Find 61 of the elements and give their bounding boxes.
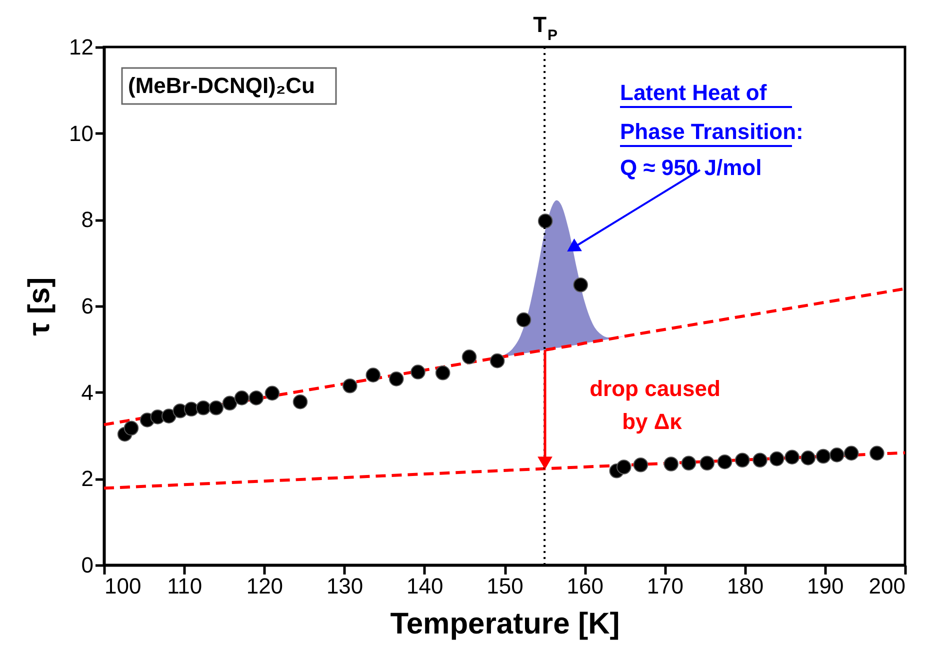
- x-tick-label: 120: [246, 574, 284, 598]
- point: [342, 378, 358, 394]
- x-tick-label: 130: [326, 574, 364, 598]
- y-tick-label: 12: [69, 34, 94, 60]
- y-tick-label: 6: [81, 294, 94, 318]
- point: [816, 448, 831, 464]
- y-tick-label: 0: [81, 552, 94, 578]
- annotation: Q ≈ 950 J/mol: [620, 155, 762, 180]
- point: [184, 402, 199, 417]
- point: [800, 450, 816, 466]
- annotation: drop caused: [590, 376, 720, 401]
- point: [264, 386, 280, 401]
- point: [161, 408, 176, 424]
- x-tick-label: 180: [726, 574, 764, 598]
- point: [870, 446, 884, 461]
- annotation: Latent Heat of: [620, 80, 768, 105]
- x-tick-label: 150: [486, 574, 524, 598]
- y-tick-label: 8: [81, 207, 94, 232]
- point: [573, 277, 588, 292]
- point: [490, 353, 505, 368]
- y-tick-label: 4: [81, 380, 94, 405]
- point: [366, 368, 381, 382]
- point: [717, 454, 732, 470]
- point: [616, 460, 632, 474]
- point: [222, 396, 238, 411]
- point: [735, 452, 750, 468]
- point: [292, 394, 308, 410]
- point: [196, 400, 211, 416]
- y-tick-label: 10: [69, 120, 94, 146]
- point: [410, 364, 426, 380]
- point: [435, 366, 450, 380]
- x-tick-label: 140: [406, 574, 444, 598]
- point: [633, 457, 648, 472]
- y-tick-label: 2: [81, 466, 94, 492]
- point: [664, 456, 678, 472]
- point: [844, 446, 859, 461]
- x-tick-label: 100: [104, 574, 142, 598]
- point: [124, 420, 139, 436]
- x-tick-label: 200: [868, 574, 906, 598]
- point: [234, 390, 250, 406]
- point: [681, 456, 696, 471]
- x-axis-title: Temperature [K]: [390, 608, 620, 640]
- point: [700, 456, 715, 471]
- x-tick-label: 170: [646, 574, 684, 598]
- point: [752, 452, 768, 468]
- annotation: (MeBr-DCNQI)₂Cu: [128, 73, 315, 98]
- point: [462, 350, 477, 364]
- point: [769, 451, 784, 466]
- point: [248, 390, 264, 406]
- point: [516, 312, 532, 328]
- annotation: Phase Transition:: [620, 119, 804, 144]
- x-tick-label: 190: [807, 574, 844, 598]
- point: [538, 214, 553, 228]
- x-tick-label: 160: [566, 574, 604, 598]
- y-axis-title: τ [s]: [23, 277, 56, 336]
- point: [784, 450, 800, 464]
- annotation: by Δκ: [622, 409, 683, 434]
- point: [208, 400, 224, 416]
- point: [388, 372, 404, 386]
- point: [830, 448, 844, 462]
- x-tick-label: 110: [167, 574, 202, 598]
